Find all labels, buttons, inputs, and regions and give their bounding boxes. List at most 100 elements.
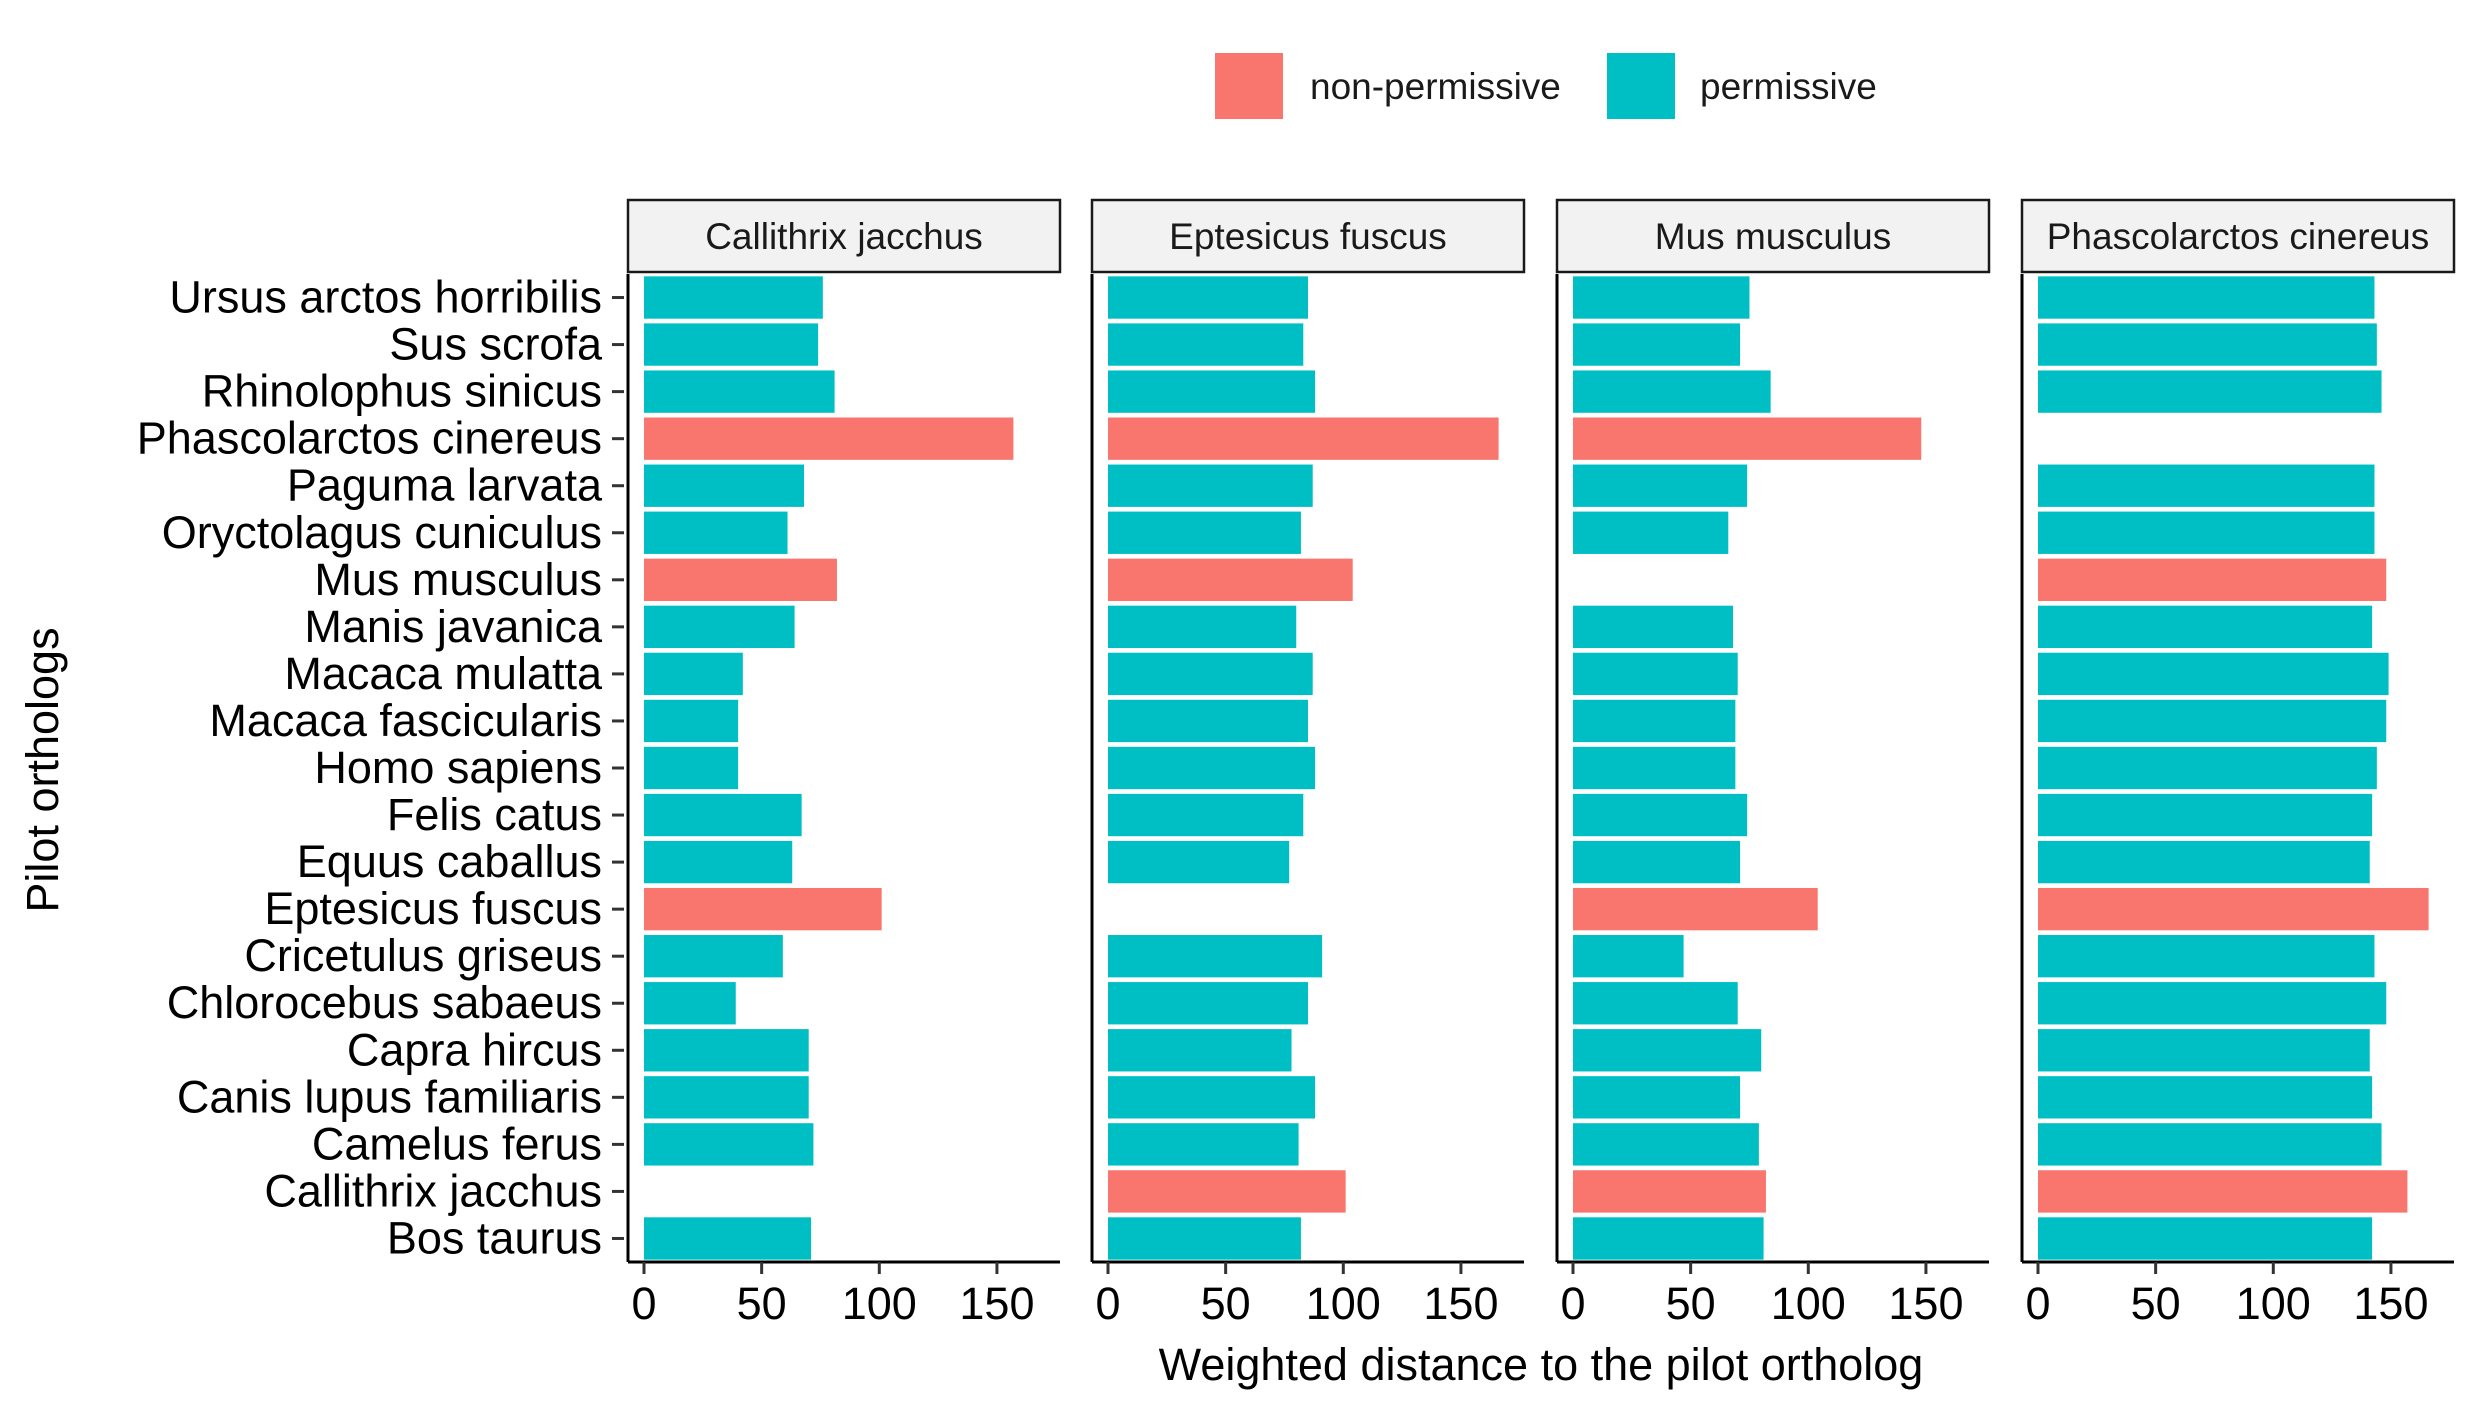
- bar-eptesicus-fuscus-mus-musculus: [1108, 558, 1353, 601]
- x-tick-label: 100: [1306, 1278, 1381, 1329]
- bar-mus-musculus-cricetulus-griseus: [1573, 935, 1684, 978]
- bar-eptesicus-fuscus-macaca-mulatta: [1108, 652, 1313, 696]
- x-tick-label: 0: [1095, 1278, 1120, 1329]
- facet-title: Eptesicus fuscus: [1169, 216, 1447, 257]
- bar-eptesicus-fuscus-camelus-ferus: [1108, 1123, 1299, 1166]
- bar-phascolarctos-cinereus-oryctolagus-cuniculus: [2038, 511, 2375, 554]
- bar-mus-musculus-oryctolagus-cuniculus: [1573, 511, 1729, 554]
- bar-eptesicus-fuscus-canis-lupus-familiaris: [1108, 1076, 1316, 1119]
- x-tick-label: 0: [2025, 1278, 2050, 1329]
- bar-mus-musculus-canis-lupus-familiaris: [1573, 1076, 1741, 1119]
- bar-eptesicus-fuscus-sus-scrofa: [1108, 323, 1304, 366]
- bar-mus-musculus-ursus-arctos-horribilis: [1573, 276, 1750, 319]
- panel-eptesicus-fuscus: Eptesicus fuscus 0 50 100 150: [1090, 198, 1526, 1329]
- bar-mus-musculus-eptesicus-fuscus: [1573, 887, 1818, 931]
- x-tick-label: 50: [1666, 1278, 1716, 1329]
- y-tick-label-manis-javanica: Manis javanica: [304, 601, 603, 652]
- bar-mus-musculus-sus-scrofa: [1573, 323, 1741, 366]
- y-tick-label-cricetulus-griseus: Cricetulus griseus: [244, 930, 602, 981]
- panel-phascolarctos-cinereus: Phascolarctos cinereus 0 50 100 150: [2020, 198, 2456, 1329]
- bar-callithrix-jacchus-manis-javanica: [644, 605, 795, 649]
- bar-mus-musculus-equus-caballus: [1573, 840, 1741, 884]
- y-tick-label-mus-musculus: Mus musculus: [314, 554, 602, 605]
- bar-phascolarctos-cinereus-sus-scrofa: [2038, 323, 2377, 366]
- facet-title: Callithrix jacchus: [705, 216, 983, 257]
- bar-eptesicus-fuscus-homo-sapiens: [1108, 746, 1316, 790]
- bar-eptesicus-fuscus-ursus-arctos-horribilis: [1108, 276, 1308, 319]
- bar-phascolarctos-cinereus-canis-lupus-familiaris: [2038, 1076, 2373, 1119]
- bar-mus-musculus-bos-taurus: [1573, 1217, 1764, 1260]
- legend-key-permissive: [1607, 53, 1675, 119]
- x-tick-label: 50: [2131, 1278, 2181, 1329]
- bar-phascolarctos-cinereus-felis-catus: [2038, 793, 2373, 837]
- bar-eptesicus-fuscus-manis-javanica: [1108, 605, 1297, 649]
- bar-callithrix-jacchus-paguma-larvata: [644, 464, 804, 507]
- bar-mus-musculus-callithrix-jacchus: [1573, 1170, 1766, 1213]
- bar-mus-musculus-manis-javanica: [1573, 605, 1733, 649]
- x-tick-label: 150: [1423, 1278, 1498, 1329]
- bar-mus-musculus-rhinolophus-sinicus: [1573, 370, 1771, 413]
- bar-eptesicus-fuscus-capra-hircus: [1108, 1029, 1292, 1072]
- y-tick-label-paguma-larvata: Paguma larvata: [287, 460, 603, 511]
- legend: non-permissive permissive: [1215, 53, 1877, 119]
- bar-callithrix-jacchus-phascolarctos-cinereus: [644, 417, 1014, 460]
- bar-phascolarctos-cinereus-macaca-fascicularis: [2038, 699, 2387, 743]
- bar-eptesicus-fuscus-cricetulus-griseus: [1108, 935, 1323, 978]
- x-tick-label: 100: [2236, 1278, 2311, 1329]
- x-tick-label: 50: [737, 1278, 787, 1329]
- bar-mus-musculus-chlorocebus-sabaeus: [1573, 982, 1738, 1025]
- bar-mus-musculus-camelus-ferus: [1573, 1123, 1759, 1166]
- facet-title: Phascolarctos cinereus: [2047, 216, 2430, 257]
- facet-strip: [2020, 198, 2456, 274]
- y-tick-label-rhinolophus-sinicus: Rhinolophus sinicus: [202, 366, 602, 417]
- bar-phascolarctos-cinereus-mus-musculus: [2038, 558, 2387, 601]
- panel-callithrix-jacchus: Callithrix jacchus 0 50 100 150: [626, 198, 1062, 1329]
- bar-callithrix-jacchus-rhinolophus-sinicus: [644, 370, 835, 413]
- y-tick-label-equus-caballus: Equus caballus: [297, 836, 602, 887]
- y-tick-label-bos-taurus: Bos taurus: [387, 1212, 602, 1263]
- y-axis-title: Pilot orthologs: [17, 627, 68, 912]
- bar-phascolarctos-cinereus-ursus-arctos-horribilis: [2038, 276, 2375, 319]
- y-tick-label-macaca-fascicularis: Macaca fascicularis: [209, 695, 602, 746]
- bar-mus-musculus-homo-sapiens: [1573, 746, 1736, 790]
- y-tick-label-phascolarctos-cinereus: Phascolarctos cinereus: [137, 413, 602, 464]
- bar-phascolarctos-cinereus-manis-javanica: [2038, 605, 2373, 649]
- facet-strip: [1555, 198, 1991, 274]
- bar-callithrix-jacchus-mus-musculus: [644, 558, 837, 601]
- y-tick-label-capra-hircus: Capra hircus: [347, 1024, 602, 1075]
- bar-eptesicus-fuscus-oryctolagus-cuniculus: [1108, 511, 1301, 554]
- facet-strip: [626, 198, 1062, 274]
- bar-eptesicus-fuscus-felis-catus: [1108, 793, 1304, 837]
- x-tick-label: 50: [1201, 1278, 1251, 1329]
- y-tick-label-callithrix-jacchus: Callithrix jacchus: [264, 1165, 602, 1216]
- y-tick-label-sus-scrofa: Sus scrofa: [389, 319, 603, 370]
- legend-label-non-permissive: non-permissive: [1310, 66, 1561, 107]
- y-tick-label-chlorocebus-sabaeus: Chlorocebus sabaeus: [167, 977, 602, 1028]
- x-tick-label: 150: [959, 1278, 1034, 1329]
- bar-callithrix-jacchus-sus-scrofa: [644, 323, 819, 366]
- bar-phascolarctos-cinereus-rhinolophus-sinicus: [2038, 370, 2382, 413]
- bar-eptesicus-fuscus-bos-taurus: [1108, 1217, 1301, 1260]
- legend-entry-permissive: permissive: [1607, 53, 1877, 119]
- x-tick-label: 150: [2353, 1278, 2428, 1329]
- x-tick-label: 100: [1771, 1278, 1846, 1329]
- facet-title: Mus musculus: [1655, 216, 1891, 257]
- bar-mus-musculus-macaca-mulatta: [1573, 652, 1738, 696]
- bar-eptesicus-fuscus-macaca-fascicularis: [1108, 699, 1308, 743]
- bar-eptesicus-fuscus-callithrix-jacchus: [1108, 1170, 1346, 1213]
- bar-phascolarctos-cinereus-callithrix-jacchus: [2038, 1170, 2408, 1213]
- bar-mus-musculus-macaca-fascicularis: [1573, 699, 1736, 743]
- bar-phascolarctos-cinereus-eptesicus-fuscus: [2038, 887, 2429, 931]
- bar-callithrix-jacchus-bos-taurus: [644, 1217, 812, 1260]
- facet-strip: [1090, 198, 1526, 274]
- y-tick-label-macaca-mulatta: Macaca mulatta: [284, 648, 603, 699]
- bar-callithrix-jacchus-felis-catus: [644, 793, 802, 837]
- bar-phascolarctos-cinereus-capra-hircus: [2038, 1029, 2370, 1072]
- bar-mus-musculus-phascolarctos-cinereus: [1573, 417, 1922, 460]
- bar-phascolarctos-cinereus-cricetulus-griseus: [2038, 935, 2375, 978]
- bar-callithrix-jacchus-homo-sapiens: [644, 746, 739, 790]
- bar-callithrix-jacchus-cricetulus-griseus: [644, 935, 783, 978]
- bar-callithrix-jacchus-canis-lupus-familiaris: [644, 1076, 809, 1119]
